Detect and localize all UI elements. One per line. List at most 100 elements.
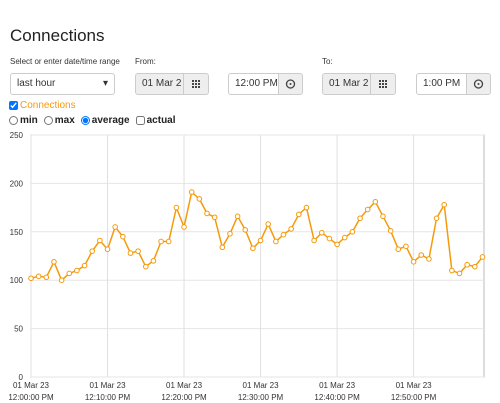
data-point — [280, 231, 287, 238]
data-point — [303, 204, 310, 211]
y-tick-label: 50 — [14, 325, 23, 334]
mode-label: average — [91, 115, 130, 126]
x-tick-label: 12:00:00 PM — [8, 393, 54, 402]
data-point — [418, 252, 425, 258]
clock-button[interactable] — [278, 73, 303, 95]
from-time[interactable]: 12:00 PM — [228, 73, 279, 95]
data-point — [196, 196, 203, 202]
x-tick-label: 01 Mar 23 — [319, 381, 356, 390]
data-point — [357, 215, 363, 222]
page-title: Connections — [10, 26, 105, 45]
data-point — [349, 229, 356, 235]
series-toggle[interactable]: Connections — [9, 100, 76, 111]
data-point — [120, 233, 126, 240]
to-date[interactable]: 01 Mar 2 — [322, 73, 371, 95]
data-point — [158, 238, 164, 245]
mode-label: min — [20, 115, 38, 126]
x-tick-label: 12:30:00 PM — [238, 393, 284, 402]
series-checkbox[interactable] — [9, 101, 18, 110]
clock-button[interactable] — [466, 73, 491, 95]
mode-label: max — [54, 115, 75, 126]
calendar-icon — [379, 80, 387, 88]
clock-icon — [285, 79, 296, 89]
y-tick-label: 100 — [10, 276, 24, 285]
x-tick-label: 01 Mar 23 — [396, 381, 433, 390]
data-point — [81, 262, 88, 269]
mode-option[interactable]: min — [9, 115, 38, 126]
mode-options: min max average actual — [9, 115, 176, 126]
data-point — [150, 258, 157, 264]
to-label: To: — [322, 57, 333, 66]
data-point — [441, 201, 448, 208]
x-tick-label: 01 Mar 23 — [166, 381, 203, 390]
data-point — [112, 224, 118, 230]
calendar-button[interactable] — [183, 73, 209, 95]
data-point — [341, 234, 348, 241]
mode-option[interactable]: max — [43, 115, 75, 126]
data-point — [472, 263, 478, 270]
x-tick-label: 12:20:00 PM — [161, 393, 207, 402]
data-point — [395, 246, 402, 253]
data-point — [364, 206, 371, 213]
data-point — [204, 210, 210, 217]
mode-option[interactable]: average — [80, 115, 130, 126]
data-point — [456, 270, 463, 277]
mode-input[interactable] — [135, 116, 145, 125]
data-point — [135, 248, 141, 254]
mode-input[interactable] — [9, 116, 18, 125]
data-point — [288, 226, 294, 232]
data-point — [211, 214, 218, 221]
calendar-button[interactable] — [370, 73, 396, 95]
data-point — [242, 227, 249, 233]
data-point — [173, 204, 180, 211]
x-tick-label: 12:10:00 PM — [85, 393, 131, 402]
data-point — [89, 248, 96, 254]
data-point — [165, 238, 172, 245]
data-point — [296, 211, 302, 218]
x-tick-label: 12:40:00 PM — [314, 393, 360, 402]
from-label: From: — [135, 57, 156, 66]
data-point — [35, 273, 42, 280]
data-point — [74, 267, 80, 274]
data-point — [410, 259, 417, 265]
data-point — [265, 221, 272, 227]
x-tick-label: 01 Mar 23 — [243, 381, 280, 390]
data-point — [43, 274, 50, 281]
data-point — [433, 215, 440, 222]
mode-input[interactable] — [80, 116, 90, 125]
mode-label: actual — [146, 115, 176, 126]
y-tick-label: 0 — [19, 373, 24, 382]
data-point — [273, 238, 279, 245]
data-point — [181, 224, 187, 230]
data-point — [403, 243, 409, 250]
data-point — [326, 235, 333, 242]
dropdown-arrow: ▾ — [102, 78, 108, 89]
data-point — [464, 261, 470, 268]
y-tick-label: 150 — [10, 228, 24, 237]
data-point — [234, 213, 241, 220]
data-point — [318, 229, 325, 236]
data-point — [250, 245, 256, 252]
x-tick-label: 01 Mar 23 — [90, 381, 127, 390]
data-point — [219, 244, 226, 251]
mode-option[interactable]: actual — [135, 115, 176, 126]
clock-icon — [473, 79, 484, 89]
data-point — [479, 254, 486, 260]
y-tick-label: 200 — [10, 179, 24, 188]
plot-area — [30, 134, 485, 378]
from-date[interactable]: 01 Mar 2 — [135, 73, 184, 95]
to-time[interactable]: 1:00 PM — [416, 73, 467, 95]
range-select[interactable]: last hour ▾ — [10, 73, 115, 95]
data-point — [257, 237, 264, 244]
series-label: Connections — [20, 100, 76, 111]
calendar-icon — [192, 80, 200, 88]
range-value: last hour — [17, 78, 56, 89]
data-point — [372, 198, 379, 205]
data-point — [104, 246, 111, 253]
data-point — [449, 267, 455, 274]
chart: 0 50 100 150 200 250 01 Mar 23 12:00:00 PM 01 Ma… — [8, 131, 486, 402]
mode-input[interactable] — [43, 116, 53, 125]
data-point — [28, 275, 34, 282]
data-point — [97, 237, 103, 244]
